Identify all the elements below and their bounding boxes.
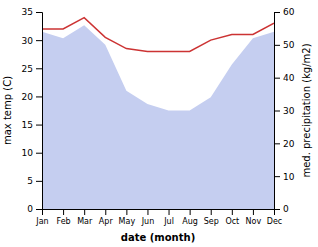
tick-label: 25: [22, 64, 33, 74]
tick-mark: [36, 40, 42, 41]
tick: 0: [27, 204, 42, 214]
tick: Jan: [35, 209, 48, 226]
tick-label: Sep: [204, 217, 219, 226]
tick-mark: [274, 209, 280, 210]
tick-label: 30: [22, 36, 34, 46]
tick-mark: [274, 12, 280, 13]
tick: Oct: [225, 209, 239, 226]
tick: 20: [22, 92, 42, 102]
tick-label: May: [119, 217, 136, 226]
tick-label: 40: [283, 73, 295, 83]
tick-label: Aug: [182, 217, 198, 226]
tick-label: Dec: [267, 217, 282, 226]
tick-mark: [274, 45, 280, 46]
tick-mark: [253, 209, 254, 215]
area: [42, 25, 274, 209]
tick-label: Mar: [77, 217, 93, 226]
tick-label: 50: [283, 40, 295, 50]
tick: May: [119, 209, 136, 226]
x-axis: Jan Feb Mar Apr May Jun Jul Aug Sep Oct Nov Dec: [35, 209, 282, 226]
tick: 0: [274, 204, 289, 214]
tick-label: 0: [283, 204, 289, 214]
tick: 20: [274, 139, 295, 149]
tick-label: 5: [27, 176, 33, 186]
tick-mark: [274, 78, 280, 79]
tick: 50: [274, 40, 295, 50]
tick: 60: [274, 7, 295, 17]
y-axis: 0 5 10 15 20 25 30 35: [22, 7, 43, 214]
tick-label: 20: [283, 139, 295, 149]
tick: Mar: [77, 209, 93, 226]
tick-mark: [84, 209, 85, 215]
tick-label: Oct: [225, 217, 239, 226]
tick: Aug: [182, 209, 198, 226]
tick-mark: [36, 68, 42, 69]
tick-label: Apr: [99, 217, 114, 226]
marks: [42, 18, 274, 209]
tick-mark: [169, 209, 170, 215]
axis-line: [275, 13, 281, 210]
tick-label: Jun: [141, 217, 155, 226]
tick: Jul: [163, 209, 174, 226]
tick-label: 10: [283, 172, 295, 182]
tick: 25: [22, 64, 42, 74]
plot: JanFebMarAprMayJunJulAugSepOctNovDec0510…: [22, 7, 295, 225]
tick: 10: [274, 172, 295, 182]
tick-label: Jul: [163, 217, 174, 226]
tick-mark: [63, 209, 64, 215]
tick-mark: [36, 12, 42, 13]
tick: 40: [274, 73, 295, 83]
tick-mark: [190, 209, 191, 215]
tick-mark: [36, 96, 42, 97]
tick-label: Nov: [246, 217, 262, 226]
tick: Jun: [141, 209, 155, 226]
line: [42, 18, 274, 52]
tick-mark: [36, 209, 42, 210]
tick-mark: [274, 176, 280, 177]
tick-label: 0: [27, 204, 33, 214]
tick: 30: [274, 106, 295, 116]
chart: JanFebMarAprMayJunJulAugSepOctNovDec0510…: [0, 0, 318, 247]
tick-label: 60: [283, 7, 295, 17]
tick-mark: [126, 209, 127, 215]
y-axis-title: max temp (C): [2, 76, 13, 145]
tick: 5: [27, 176, 42, 186]
tick-label: 30: [283, 106, 295, 116]
tick-label: 35: [22, 7, 33, 17]
tick-mark: [274, 111, 280, 112]
y2-axis-title: med. precipitation (kg/m2): [301, 43, 312, 177]
tick-mark: [211, 209, 212, 215]
y2-axis: 0 10 20 30 40 50 60: [274, 7, 295, 214]
tick-mark: [36, 153, 42, 154]
tick: Feb: [57, 209, 71, 226]
tick: Nov: [246, 209, 262, 226]
tick: Apr: [99, 209, 114, 226]
tick-mark: [36, 181, 42, 182]
tick-mark: [36, 125, 42, 126]
tick-label: Jan: [35, 217, 48, 226]
tick-mark: [105, 209, 106, 215]
tick: 15: [22, 120, 42, 130]
tick: Sep: [204, 209, 219, 226]
tick-label: 20: [22, 92, 34, 102]
tick: 30: [22, 36, 42, 46]
tick-label: 10: [22, 148, 34, 158]
tick-mark: [274, 143, 280, 144]
tick: 35: [22, 7, 42, 17]
x-axis-title: date (month): [121, 232, 195, 243]
tick-label: Feb: [57, 217, 71, 226]
tick: 10: [22, 148, 42, 158]
tick: Dec: [267, 209, 282, 226]
tick-mark: [147, 209, 148, 215]
tick-mark: [232, 209, 233, 215]
axis-line: [43, 210, 275, 216]
tick-label: 15: [22, 120, 33, 130]
axis-line: [36, 13, 43, 210]
